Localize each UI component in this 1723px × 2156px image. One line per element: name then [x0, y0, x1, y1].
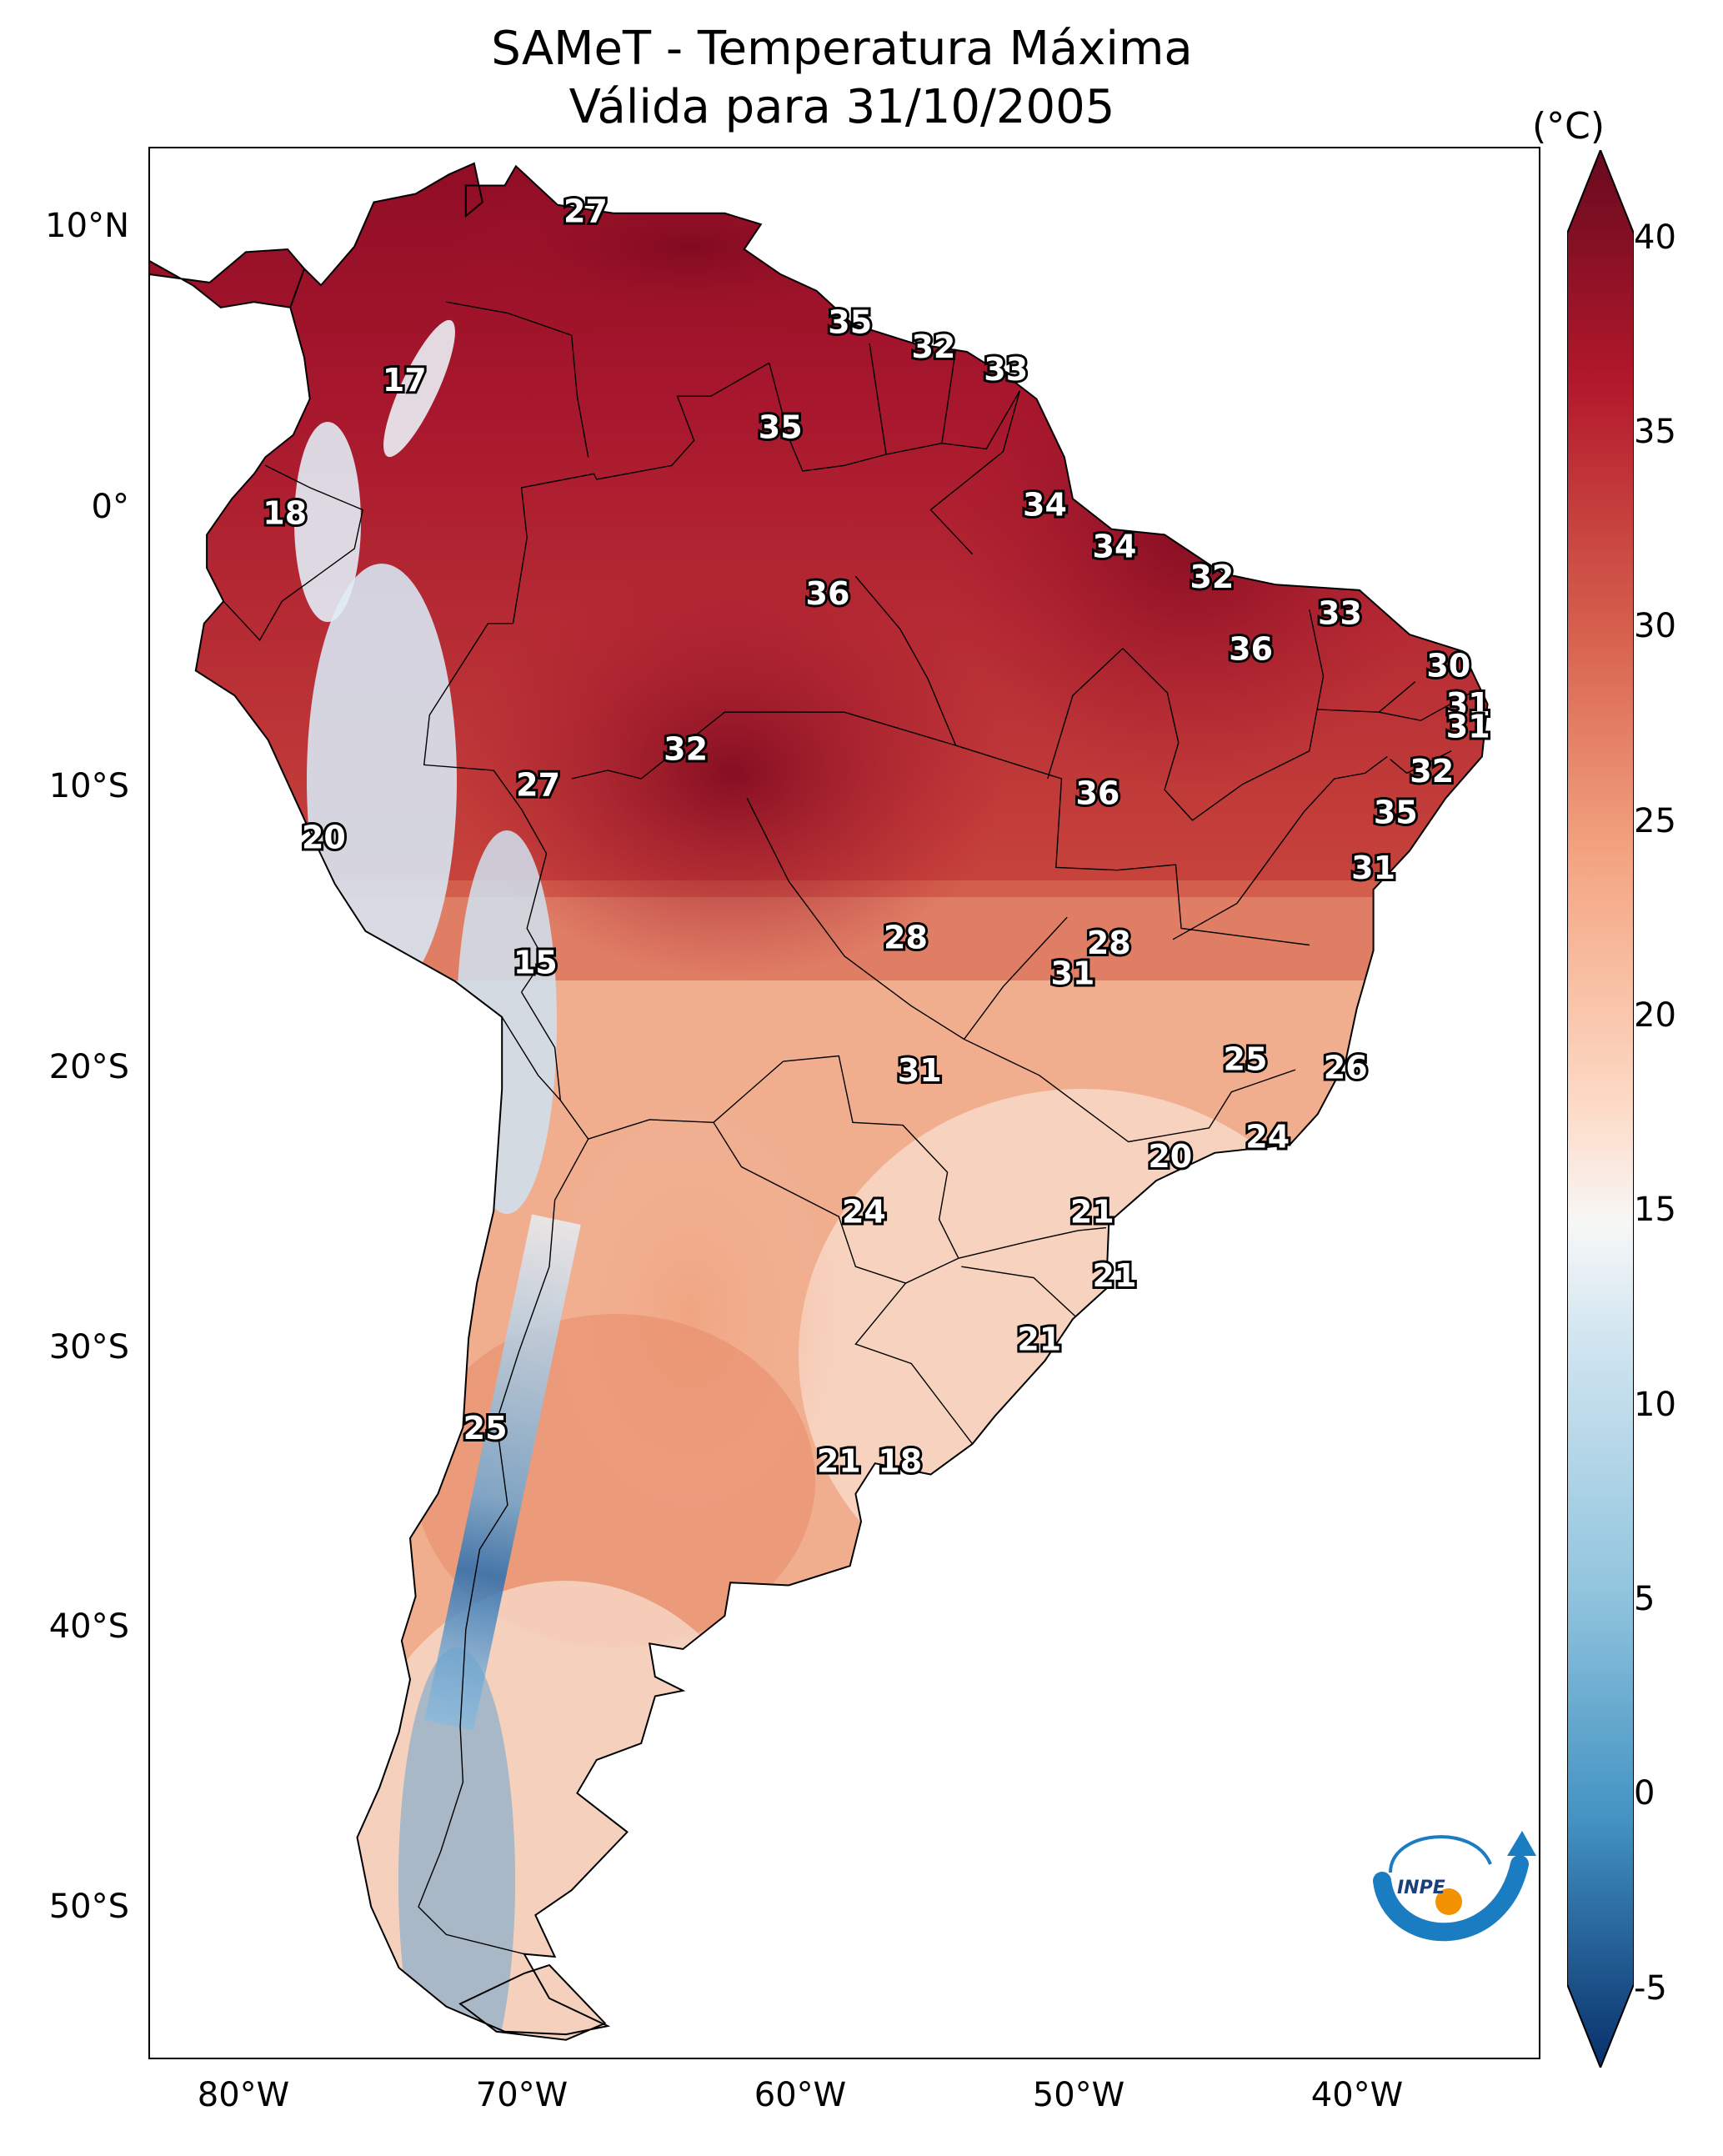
lat-tick-10s: 10°S — [48, 767, 129, 805]
temperature-label: 27 — [516, 767, 560, 804]
temperature-label: 28 — [1087, 925, 1131, 961]
temperature-label: 18 — [878, 1443, 922, 1480]
map-subtitle: Válida para 31/10/2005 — [568, 80, 1115, 134]
temperature-label: 20 — [1148, 1138, 1192, 1175]
field-andes-colombia — [383, 319, 455, 458]
temperature-label: 32 — [1190, 559, 1234, 595]
lon-tick-70w: 70°W — [475, 2076, 568, 2114]
country-state-borders — [223, 301, 1471, 1955]
temperature-label: 24 — [842, 1194, 886, 1231]
coastline — [148, 162, 1489, 2041]
temperature-label: 36 — [806, 575, 850, 612]
temperature-label: 35 — [759, 409, 803, 446]
lat-tick-10n: 10°N — [45, 207, 129, 245]
temperature-label: 25 — [1224, 1041, 1268, 1078]
colorbar-tick-30: 30 — [1634, 607, 1676, 645]
temperature-label: 28 — [884, 919, 928, 955]
lon-tick-60w: 60°W — [754, 2076, 847, 2114]
lat-tick-40s: 40°S — [48, 1607, 129, 1646]
lat-tick-20s: 20°S — [48, 1048, 129, 1086]
temperature-label: 34 — [1093, 529, 1137, 565]
colorbar-unit: (°C) — [1532, 105, 1605, 148]
field-andes-ecuador — [294, 422, 361, 622]
field-hot-core-center — [457, 564, 1007, 980]
temperature-label: 21 — [1070, 1194, 1114, 1231]
temperature-label: 32 — [1410, 753, 1454, 790]
inpe-logo: INPE — [1373, 1831, 1536, 1942]
temperature-label: 31 — [898, 1052, 942, 1089]
temperature-label: 31 — [1351, 850, 1395, 886]
temperature-label: 32 — [664, 730, 708, 767]
temperature-label: 34 — [1023, 487, 1067, 524]
colorbar-tick-25: 25 — [1634, 802, 1676, 840]
temperature-label: 32 — [911, 328, 955, 365]
temperature-label: 20 — [302, 820, 346, 856]
lat-tick-50s: 50°S — [48, 1888, 129, 1926]
temperature-label: 17 — [383, 362, 427, 399]
logo-text: INPE — [1397, 1878, 1445, 1898]
logo-arrow-head — [1507, 1831, 1536, 1856]
lon-tick-40w: 40°W — [1310, 2076, 1404, 2114]
lat-tick-30s: 30°S — [48, 1328, 129, 1366]
lon-tick-80w: 80°W — [197, 2076, 290, 2114]
logo-arrow-body — [1373, 1855, 1529, 1942]
colorbar-tick-10: 10 — [1634, 1386, 1676, 1424]
temperature-label: 33 — [1318, 594, 1362, 631]
field-andes-north — [307, 564, 457, 997]
temperature-label: 21 — [1093, 1257, 1137, 1294]
temperature-label: 30 — [1426, 648, 1470, 684]
colorbar-tick-5: 5 — [1634, 1580, 1655, 1618]
temperature-label: 31 — [1446, 686, 1490, 723]
lat-tick-0: 0° — [91, 488, 129, 526]
colorbar-tick-15: 15 — [1634, 1191, 1676, 1229]
map-panel: 27 35 32 33 17 35 18 34 34 32 36 33 36 30 31 31 32 27 32 36… — [148, 147, 1540, 2059]
temperature-label: 35 — [828, 303, 872, 340]
logo-orbit-arc — [1389, 1835, 1492, 1873]
temperature-label: 15 — [513, 944, 558, 980]
temperature-label: 33 — [984, 351, 1028, 388]
temperature-label: 35 — [1374, 795, 1418, 831]
colorbar-tick-0: 0 — [1634, 1774, 1655, 1813]
temperature-label: 36 — [1075, 775, 1119, 812]
temperature-label: 31 — [1446, 709, 1490, 745]
map-frame-border — [148, 147, 1540, 2059]
temperature-label: 24 — [1245, 1119, 1290, 1156]
temperature-label: 18 — [263, 495, 307, 532]
colorbar-tick-m5: -5 — [1634, 1969, 1667, 2008]
temperature-label: 21 — [817, 1443, 861, 1480]
lon-tick-50w: 50°W — [1032, 2076, 1125, 2114]
temperature-label: 31 — [1050, 955, 1094, 992]
colorbar-tick-40: 40 — [1634, 218, 1676, 257]
colorbar-body — [1567, 150, 1634, 2068]
map-title: SAMeT - Temperatura Máxima — [491, 22, 1193, 76]
temperature-label: 27 — [563, 193, 608, 229]
temperature-label: 25 — [463, 1410, 508, 1447]
colorbar-tick-20: 20 — [1634, 996, 1676, 1035]
temperature-label: 26 — [1324, 1050, 1368, 1086]
temperature-label: 21 — [1017, 1321, 1061, 1357]
colorbar-tick-35: 35 — [1634, 413, 1676, 451]
temperature-label: 36 — [1229, 631, 1273, 668]
colorbar — [1567, 150, 1634, 2068]
logo-orange-dot — [1435, 1888, 1462, 1915]
